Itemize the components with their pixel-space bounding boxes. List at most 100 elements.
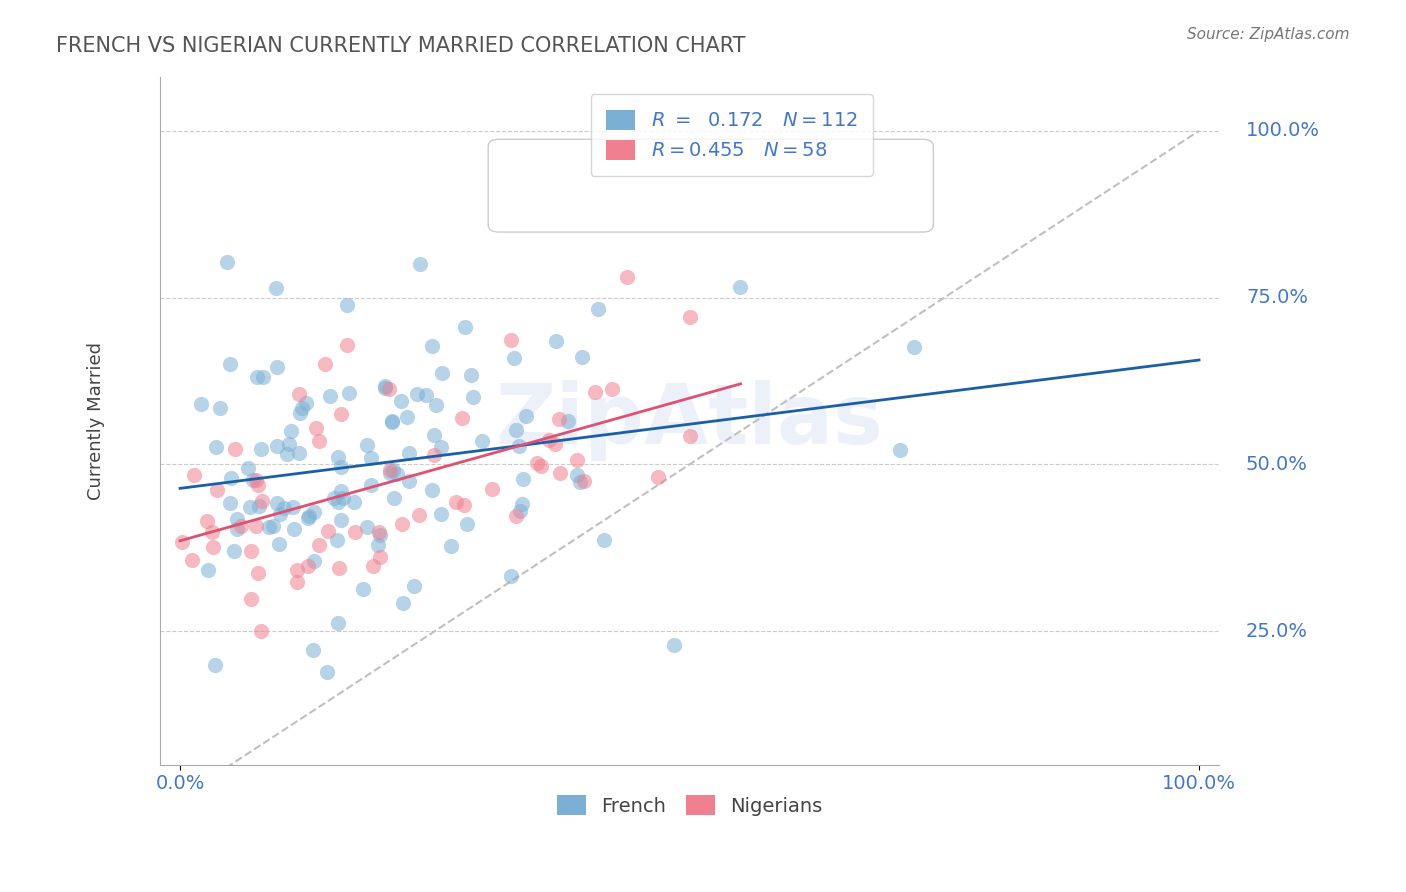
French [264, 281, 287, 295]
French [593, 533, 616, 547]
French [889, 442, 911, 457]
French [356, 520, 378, 534]
French [236, 461, 259, 475]
French [267, 537, 290, 551]
French [339, 385, 361, 400]
Nigerians [583, 385, 606, 400]
Nigerians [285, 575, 308, 590]
Nigerians [328, 561, 350, 575]
French [409, 257, 432, 271]
French [330, 460, 353, 475]
French [360, 451, 382, 466]
French [242, 473, 264, 487]
Nigerians [422, 448, 444, 462]
French [373, 379, 395, 393]
Text: 100.0%: 100.0% [1246, 121, 1320, 140]
Nigerians [678, 429, 700, 443]
French [505, 423, 527, 437]
Nigerians [361, 558, 384, 573]
French [569, 475, 592, 489]
French [382, 462, 405, 476]
Text: ZipAtlas: ZipAtlas [496, 381, 883, 461]
Nigerians [499, 334, 522, 348]
Nigerians [336, 338, 359, 352]
Nigerians [602, 382, 624, 396]
Nigerians [378, 382, 401, 396]
Nigerians [505, 509, 527, 524]
Text: 75.0%: 75.0% [1246, 288, 1308, 307]
French [440, 539, 463, 553]
French [221, 470, 243, 484]
French [266, 495, 288, 509]
Nigerians [170, 535, 193, 549]
Text: Currently Married: Currently Married [87, 342, 105, 500]
Nigerians [181, 553, 204, 567]
French [323, 491, 346, 506]
French [225, 522, 247, 536]
French [222, 544, 245, 558]
French [512, 472, 534, 486]
French [571, 350, 593, 364]
Legend: French, Nigerians: French, Nigerians [548, 788, 831, 823]
French [515, 409, 537, 424]
Nigerians [304, 420, 326, 434]
French [288, 446, 311, 460]
Nigerians [565, 452, 588, 467]
French [664, 638, 686, 652]
French [395, 410, 418, 425]
French [429, 441, 451, 455]
French [501, 569, 523, 583]
French [374, 381, 396, 395]
French [247, 499, 270, 513]
French [367, 538, 389, 552]
French [330, 513, 353, 527]
Nigerians [530, 458, 553, 473]
French [381, 415, 404, 429]
French [903, 340, 925, 354]
French [502, 351, 524, 366]
French [276, 447, 298, 461]
French [463, 390, 485, 404]
Text: Source: ZipAtlas.com: Source: ZipAtlas.com [1187, 27, 1350, 42]
French [250, 442, 273, 456]
French [336, 298, 359, 312]
Nigerians [252, 493, 274, 508]
French [332, 491, 354, 506]
French [368, 527, 391, 541]
French [420, 339, 443, 353]
Nigerians [250, 624, 273, 639]
French [429, 508, 451, 522]
French [567, 468, 589, 483]
French [586, 302, 609, 317]
Text: FRENCH VS NIGERIAN CURRENTLY MARRIED CORRELATION CHART: FRENCH VS NIGERIAN CURRENTLY MARRIED COR… [56, 36, 745, 55]
Nigerians [378, 462, 401, 476]
FancyBboxPatch shape [488, 139, 934, 232]
French [328, 495, 350, 509]
French [343, 495, 366, 509]
Nigerians [572, 474, 595, 488]
Nigerians [616, 270, 638, 285]
French [302, 643, 325, 657]
French [398, 474, 420, 488]
French [288, 406, 311, 420]
Text: 25.0%: 25.0% [1246, 622, 1308, 640]
Nigerians [287, 563, 309, 577]
French [225, 512, 247, 526]
French [544, 334, 567, 349]
Nigerians [538, 433, 561, 447]
French [283, 500, 305, 514]
Nigerians [229, 519, 252, 533]
French [209, 401, 232, 416]
French [728, 280, 751, 294]
Nigerians [205, 483, 228, 497]
French [404, 579, 426, 593]
French [304, 553, 326, 567]
French [557, 414, 579, 428]
French [252, 370, 274, 384]
French [218, 357, 240, 371]
Nigerians [239, 591, 262, 606]
Nigerians [481, 482, 503, 496]
Nigerians [408, 508, 430, 523]
Nigerians [391, 516, 413, 531]
French [190, 397, 212, 411]
